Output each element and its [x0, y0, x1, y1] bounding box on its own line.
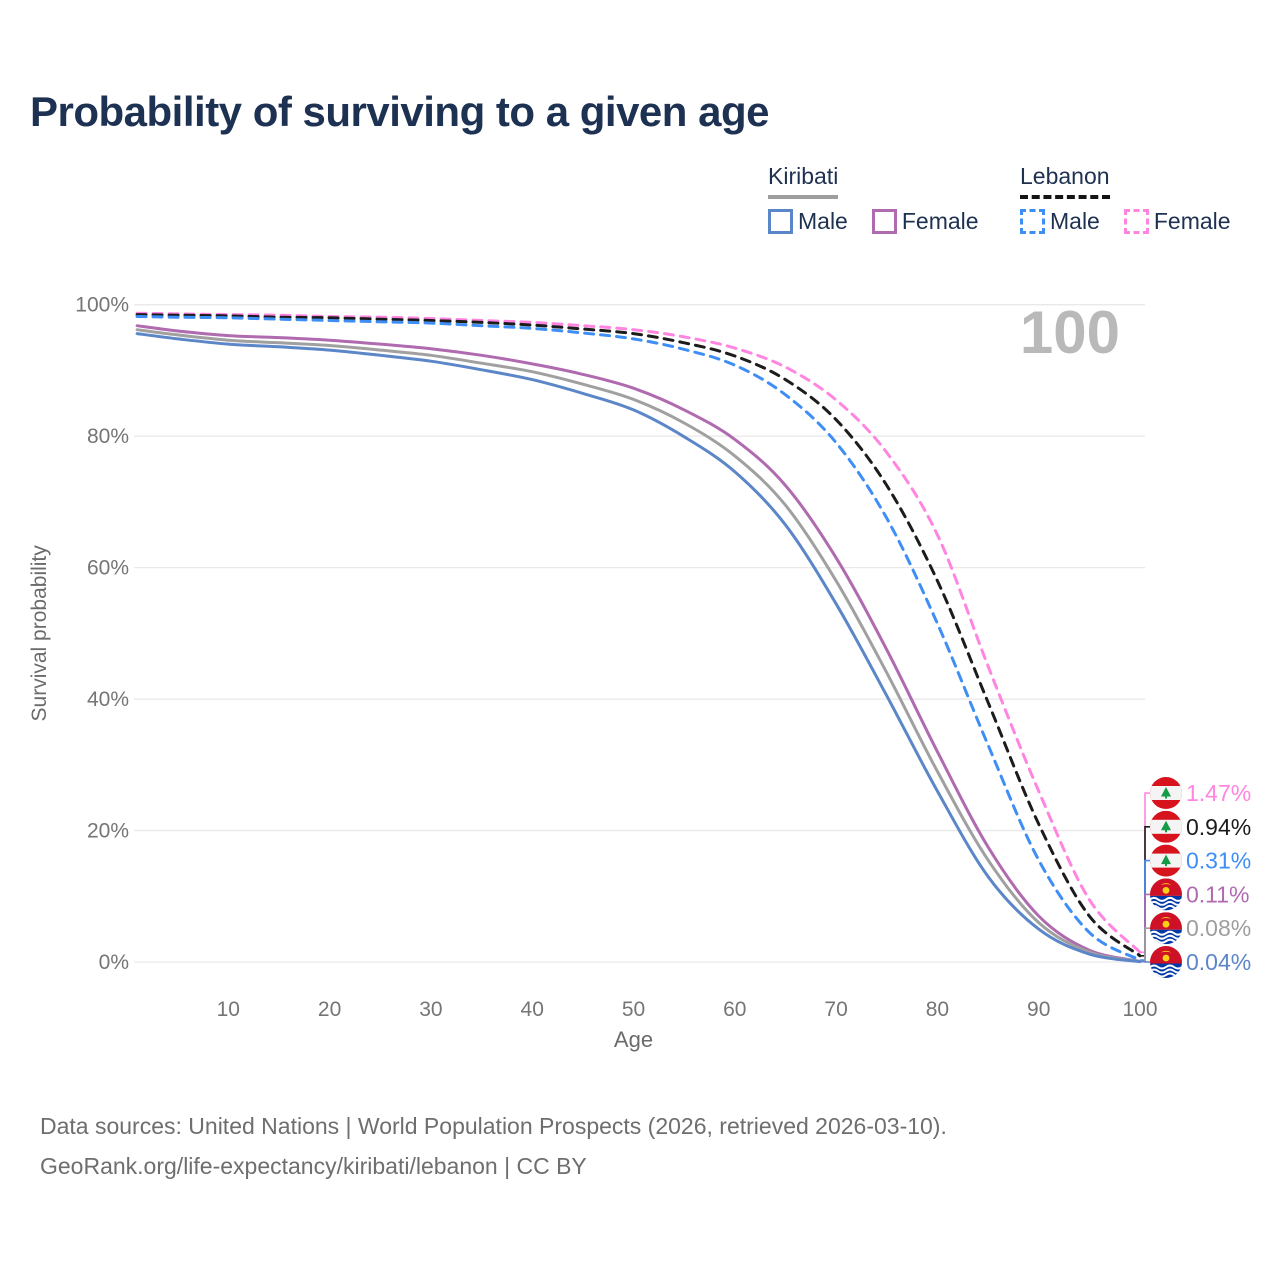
- page-title: Probability of surviving to a given age: [30, 88, 769, 135]
- legend-group-lebanon: Lebanon Male Female: [1020, 163, 1231, 235]
- x-axis-title: Age: [614, 1027, 653, 1052]
- legend-country-kiribati: Kiribati: [768, 163, 839, 199]
- lebanon-flag-icon: [1150, 844, 1182, 877]
- kiribati-female-swatch-icon: [871, 209, 897, 234]
- curve-kiribati-both-sexes: [135, 328, 1142, 963]
- kiribati-flag-icon: [1150, 912, 1182, 945]
- y-tick-label: 0%: [99, 951, 129, 974]
- y-tick-label: 20%: [87, 820, 129, 843]
- endpoint-value-label: 1.47%: [1186, 780, 1251, 806]
- curve-lebanon-female: [135, 311, 1142, 954]
- kiribati-flag-icon: [1150, 878, 1182, 911]
- x-tick-label: 50: [622, 998, 645, 1021]
- x-tick-label: 90: [1027, 998, 1050, 1021]
- legend-row-kiribati: Male Female: [768, 208, 979, 235]
- endpoint-value-label: 0.08%: [1186, 915, 1251, 941]
- x-tick-label: 30: [419, 998, 442, 1021]
- legend-row-lebanon: Male Female: [1020, 208, 1231, 235]
- lebanon-flag-icon: [1150, 777, 1182, 809]
- legend-label-kiribati-male: Male: [798, 208, 848, 234]
- kiribati-flag-icon: [1150, 946, 1182, 978]
- hover-age-watermark: 100: [1020, 299, 1120, 366]
- legend-item-kiribati-female[interactable]: Female: [871, 208, 979, 235]
- y-tick-label: 80%: [87, 425, 129, 448]
- endpoint-value-label: 0.11%: [1186, 881, 1250, 907]
- legend-item-lebanon-male[interactable]: Male: [1020, 208, 1100, 235]
- lebanon-male-swatch-icon: [1020, 209, 1045, 234]
- curve-lebanon-both-sexes: [135, 313, 1142, 958]
- endpoint-value-label: 0.94%: [1186, 814, 1251, 840]
- y-tick-label: 40%: [87, 688, 129, 711]
- footer-data-sources: Data sources: United Nations | World Pop…: [40, 1113, 947, 1139]
- legend-label-lebanon-male: Male: [1050, 208, 1100, 234]
- legend-label-kiribati-female: Female: [901, 208, 979, 234]
- endpoint-value-label: 0.04%: [1186, 949, 1251, 975]
- legend-label-lebanon-female: Female: [1153, 208, 1231, 234]
- x-tick-label: 100: [1122, 998, 1157, 1021]
- x-tick-label: 40: [521, 998, 544, 1021]
- y-axis-title: Survival probability: [28, 545, 51, 722]
- legend-group-kiribati: Kiribati Male Female: [768, 163, 979, 235]
- x-tick-label: 60: [723, 998, 746, 1021]
- legend-country-lebanon: Lebanon: [1020, 163, 1110, 199]
- legend-item-lebanon-female[interactable]: Female: [1123, 208, 1231, 235]
- y-tick-label: 60%: [87, 557, 129, 580]
- curve-kiribati-female: [135, 324, 1142, 963]
- legend-item-kiribati-male[interactable]: Male: [768, 208, 848, 235]
- x-tick-label: 70: [824, 998, 847, 1021]
- lebanon-female-swatch-icon: [1123, 209, 1149, 234]
- endpoint-labels: 1.47% 0.94% 0.31% 0.11% 0.08% 0.04%: [1140, 777, 1251, 978]
- kiribati-male-swatch-icon: [768, 209, 793, 234]
- x-tick-label: 10: [217, 998, 240, 1021]
- endpoint-value-label: 0.31%: [1186, 848, 1251, 874]
- footer-attribution: GeoRank.org/life-expectancy/kiribati/leb…: [40, 1153, 587, 1179]
- x-tick-label: 20: [318, 998, 341, 1021]
- curve-kiribati-male: [135, 332, 1142, 964]
- y-tick-label: 100%: [75, 294, 129, 317]
- x-tick-label: 80: [926, 998, 949, 1021]
- lebanon-flag-icon: [1150, 810, 1182, 843]
- footer: Data sources: United Nations | World Pop…: [40, 1106, 947, 1186]
